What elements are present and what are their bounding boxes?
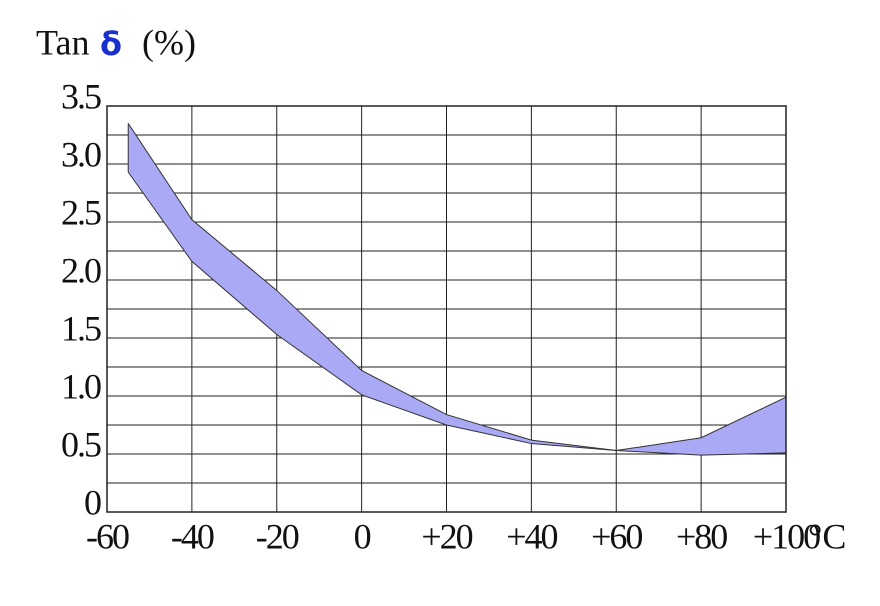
x-tick-label: -40 [171,516,214,556]
x-tick-label: +20 [421,516,472,556]
title-symbol: δ [100,25,122,63]
x-tick-label: -60 [86,516,129,556]
y-tick-label: 1.5 [61,308,101,348]
band-edge [127,123,787,452]
y-tick-label: 0 [84,482,101,522]
x-tick-label: 0 [354,516,371,556]
x-unit: °C [808,516,846,556]
x-tick-label: -20 [256,516,299,556]
x-tick-label: +60 [591,516,642,556]
y-tick-label: 3.5 [61,76,101,116]
chart-title: Tan [36,22,89,62]
plot-frame [106,105,787,513]
x-tick-label: +80 [676,516,727,556]
y-tick-label: 2.5 [61,192,101,232]
y-tick-label: 0.5 [61,424,101,464]
y-tick-label: 3.0 [61,134,101,174]
y-tick-label: 2.0 [61,250,101,290]
y-tick-label: 1.0 [61,366,101,406]
title-unit: (%) [142,22,196,62]
band-edge [127,171,787,456]
band-area [128,123,786,456]
x-tick-label: +40 [506,516,557,556]
x-tick-label: +100 [753,516,820,556]
